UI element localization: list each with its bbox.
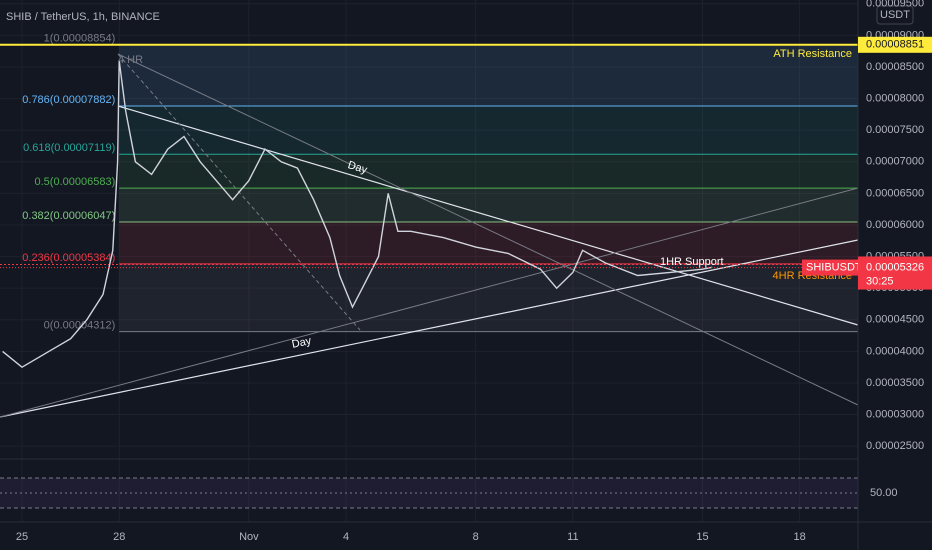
x-tick-label: Nov [239, 531, 259, 543]
x-tick-label: 18 [794, 531, 806, 543]
annotation: Day [346, 159, 369, 176]
fib-zone [119, 222, 859, 264]
y-tick-label: 0.00003000 [866, 408, 924, 420]
symbol-label: SHIBUSDT [806, 261, 862, 273]
symbol-badge [802, 259, 858, 276]
fib-label: 0.786(0.00007882) [22, 94, 115, 106]
countdown: 30:25 [866, 275, 894, 287]
fib-zones: 1(0.00008854) 0.786(0.00007882) 0.618(0.00… [22, 33, 859, 333]
y-tick-label: 0.00006500 [866, 187, 924, 199]
fib-label: 0(0.00004312) [44, 320, 116, 332]
trend-line [117, 105, 859, 326]
x-tick-label: 4 [343, 531, 349, 543]
y-tick-label: 0.00002500 [866, 440, 924, 452]
y-tick-label: 0.00008000 [866, 92, 924, 104]
marks [0, 43, 858, 369]
annotation: Day [291, 335, 313, 351]
y-tick-label: 0.00006000 [866, 219, 924, 231]
x-tick-label: 11 [567, 531, 578, 543]
currency-button[interactable] [876, 5, 914, 25]
fib-zone [119, 154, 859, 189]
y-tick-label: 0.00008500 [866, 61, 924, 73]
fib-zone [119, 106, 859, 155]
x-tick-label: 25 [16, 531, 28, 543]
trend-line [0, 187, 859, 418]
x-tick-label: 15 [696, 531, 708, 543]
fib-label: 0.618(0.00007119) [23, 142, 115, 154]
y-tick-label: 0.00007500 [866, 124, 924, 136]
fib-label: 0.5(0.00006583) [35, 176, 116, 188]
fib-zone [119, 263, 859, 332]
y-tick-label: 0.00004000 [866, 345, 924, 357]
y-tick-label: 0.00007000 [866, 156, 924, 168]
currency[interactable]: USDT [880, 9, 910, 21]
fib-label: 0.382(0.00006047) [22, 210, 115, 222]
y-tick-label: 0.00009500 [866, 0, 924, 10]
trend-line [0, 239, 859, 418]
annotation: 4 HR [118, 54, 143, 66]
x-tick-label: 28 [113, 531, 125, 543]
annotation: ATH Resistance [773, 48, 852, 60]
y-tick-label: 0.00003500 [866, 377, 924, 389]
fib-zone [119, 44, 859, 107]
fib-label: 1(0.00008854) [44, 33, 116, 45]
last-price-badge [858, 259, 932, 290]
chart-title: SHIB / TetherUS, 1h, BINANCE [6, 11, 160, 23]
trend-line [117, 53, 859, 406]
fib-label: 0.236(0.00005384) [22, 252, 115, 264]
y-tick-label: 0.00004500 [866, 314, 924, 326]
annotation: 1HR Support [660, 256, 724, 268]
price-line-series [2, 60, 713, 369]
last-price-label: 0.00005326 [866, 261, 924, 273]
fib-zone [119, 188, 859, 223]
rsi-band [0, 478, 858, 508]
price-badge [858, 36, 932, 53]
rsi-label: 50.00 [870, 487, 898, 499]
price-badge-label: 0.00008851 [866, 39, 924, 51]
grid [0, 0, 858, 522]
x-tick-label: 8 [473, 531, 479, 543]
